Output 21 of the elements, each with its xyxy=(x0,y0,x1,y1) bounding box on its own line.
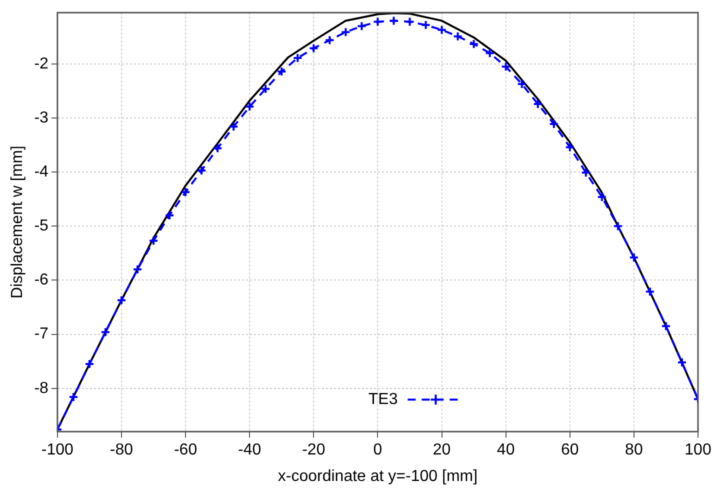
x-tick-label: 20 xyxy=(432,442,451,459)
y-tick-label: -2 xyxy=(34,55,49,72)
y-axis-title: Displacement w [mm] xyxy=(9,146,26,299)
x-tick-label: -20 xyxy=(302,442,326,459)
y-tick-label: -8 xyxy=(34,380,49,397)
y-tick-label: -6 xyxy=(34,272,49,289)
x-tick-label: -100 xyxy=(41,442,74,459)
y-tick-label: -7 xyxy=(34,326,49,343)
x-tick-label: -40 xyxy=(238,442,262,459)
y-tick-label: -4 xyxy=(34,163,49,180)
x-tick-label: 80 xyxy=(625,442,643,459)
x-tick-label: 60 xyxy=(560,442,579,459)
x-tick-label: 100 xyxy=(684,442,712,459)
x-tick-label: 40 xyxy=(496,442,515,459)
x-tick-label: -80 xyxy=(110,442,134,459)
x-tick-label: -60 xyxy=(174,442,198,459)
y-tick-label: -3 xyxy=(34,109,49,126)
x-tick-label: 0 xyxy=(373,442,382,459)
legend-label: TE3 xyxy=(368,391,398,408)
y-tick-label: -5 xyxy=(34,218,49,235)
x-axis-title: x-coordinate at y=-100 [mm] xyxy=(278,468,478,485)
